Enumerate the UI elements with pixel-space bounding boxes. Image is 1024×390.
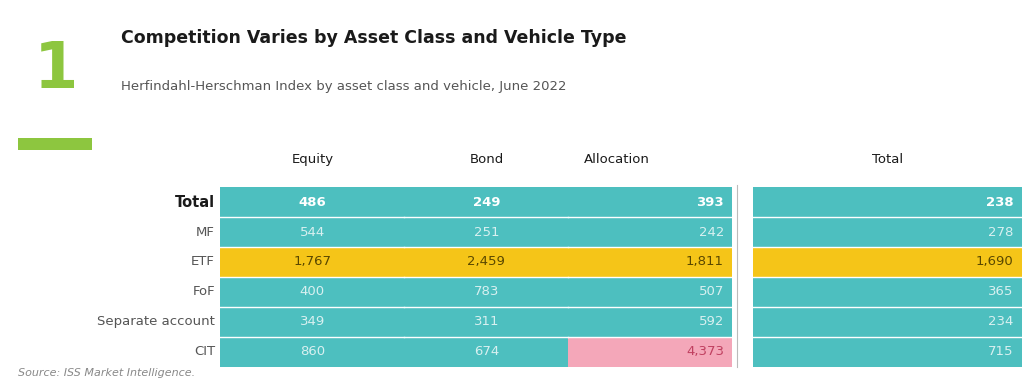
Bar <box>220 277 404 307</box>
Text: 251: 251 <box>474 225 499 239</box>
Text: 242: 242 <box>698 225 724 239</box>
Bar <box>404 307 568 337</box>
Bar <box>404 277 568 307</box>
Bar <box>220 307 404 337</box>
Text: 278: 278 <box>988 225 1014 239</box>
Text: 311: 311 <box>474 315 499 328</box>
Bar <box>404 217 568 247</box>
Text: 365: 365 <box>988 285 1014 298</box>
Text: 1: 1 <box>34 39 79 101</box>
Text: MF: MF <box>197 225 215 239</box>
Text: Bond: Bond <box>469 153 504 166</box>
Text: 400: 400 <box>300 285 325 298</box>
Text: Competition Varies by Asset Class and Vehicle Type: Competition Varies by Asset Class and Ve… <box>121 29 627 47</box>
Text: Source: ISS Market Intelligence.: Source: ISS Market Intelligence. <box>18 368 196 378</box>
Bar <box>753 307 1022 337</box>
Bar <box>404 247 568 277</box>
Bar <box>568 307 732 337</box>
Text: 486: 486 <box>298 196 327 209</box>
Text: 238: 238 <box>986 196 1014 209</box>
Text: 592: 592 <box>698 315 724 328</box>
Text: Allocation: Allocation <box>585 153 650 166</box>
Bar <box>753 337 1022 367</box>
Text: 1,767: 1,767 <box>293 255 332 268</box>
Text: 349: 349 <box>300 315 325 328</box>
Text: 393: 393 <box>696 196 724 209</box>
Bar <box>568 187 732 217</box>
Text: 715: 715 <box>988 345 1014 358</box>
Text: CIT: CIT <box>194 345 215 358</box>
Text: 249: 249 <box>473 196 500 209</box>
Text: 674: 674 <box>474 345 499 358</box>
Text: 544: 544 <box>300 225 325 239</box>
Bar <box>568 247 732 277</box>
Bar <box>18 138 92 150</box>
Bar <box>753 217 1022 247</box>
Bar <box>220 217 404 247</box>
Bar <box>568 217 732 247</box>
Text: 783: 783 <box>474 285 499 298</box>
Text: FoF: FoF <box>193 285 215 298</box>
Text: 234: 234 <box>988 315 1014 328</box>
Bar <box>568 277 732 307</box>
Bar <box>753 277 1022 307</box>
Bar <box>404 187 568 217</box>
Text: Herfindahl-Herschman Index by asset class and vehicle, June 2022: Herfindahl-Herschman Index by asset clas… <box>121 80 566 93</box>
Text: 4,373: 4,373 <box>686 345 724 358</box>
Bar <box>220 187 404 217</box>
Text: 1,690: 1,690 <box>976 255 1014 268</box>
Text: 860: 860 <box>300 345 325 358</box>
Bar <box>568 337 732 367</box>
Text: 507: 507 <box>698 285 724 298</box>
Text: Total: Total <box>871 153 903 166</box>
Bar <box>220 247 404 277</box>
Bar <box>753 247 1022 277</box>
Text: ETF: ETF <box>191 255 215 268</box>
Bar <box>404 337 568 367</box>
Bar <box>220 337 404 367</box>
Text: Equity: Equity <box>291 153 334 166</box>
Text: Total: Total <box>175 195 215 210</box>
Bar <box>753 187 1022 217</box>
Text: 2,459: 2,459 <box>468 255 505 268</box>
Text: Separate account: Separate account <box>97 315 215 328</box>
Text: 1,811: 1,811 <box>686 255 724 268</box>
